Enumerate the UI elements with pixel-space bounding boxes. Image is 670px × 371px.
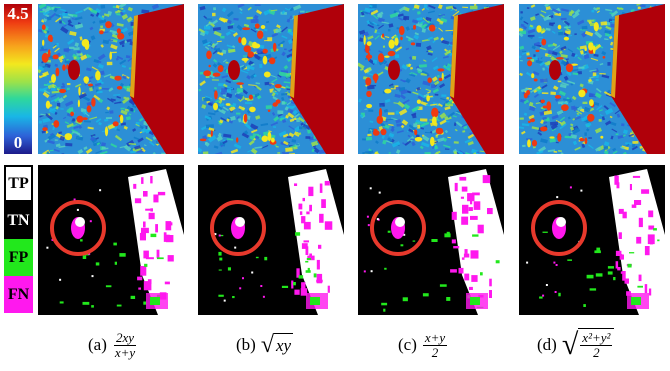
caption-a-formula: 2xy x+y [113,329,137,360]
classification-panel-a [38,165,184,315]
sqrt-symbol: √ [260,332,274,358]
classification-panel-c [358,165,504,315]
caption-a-numerator: 2xy [114,329,137,346]
colorbar-min-label: 0 [13,133,23,152]
heatmap-panel-c [358,4,504,154]
caption-d-formula: √ x²+y² 2 [562,328,615,362]
caption-c: (c) x+y 2 [398,322,448,368]
caption-b-tag: (b) [236,335,256,354]
caption-d-tag: (d) [537,335,557,354]
caption-d-fraction: x²+y² 2 [580,330,613,360]
classification-panel-d [519,165,665,315]
caption-c-tag: (c) [398,335,417,354]
legend-tn: TN [4,202,33,239]
caption-a-denominator: x+y [114,344,136,360]
legend-fn: FN [4,276,33,313]
caption-b-radicand: xy [274,333,294,357]
colorbar [4,4,32,154]
caption-d-numerator: x²+y² [580,330,613,346]
caption-c-denominator: 2 [431,344,439,360]
colorbar-max-label: 4.5 [7,4,29,23]
classification-panel-b [198,165,344,315]
caption-d-denominator: 2 [593,345,600,360]
legend-fp: FP [4,239,33,276]
caption-c-numerator: x+y [422,329,448,346]
sqrt-symbol: √ [561,328,579,361]
caption-d: (d) √ x²+y² 2 [537,322,615,368]
caption-a-tag: (a) [88,335,107,354]
heatmap-panel-b [198,4,344,154]
legend-tp: TP [4,165,33,202]
caption-b-formula: √ xy [260,332,294,358]
heatmap-panel-a [38,4,184,154]
caption-c-formula: x+y 2 [422,329,448,360]
caption-b: (b) √ xy [236,322,294,368]
caption-a: (a) 2xy x+y [88,322,137,368]
heatmap-panel-d [519,4,665,154]
